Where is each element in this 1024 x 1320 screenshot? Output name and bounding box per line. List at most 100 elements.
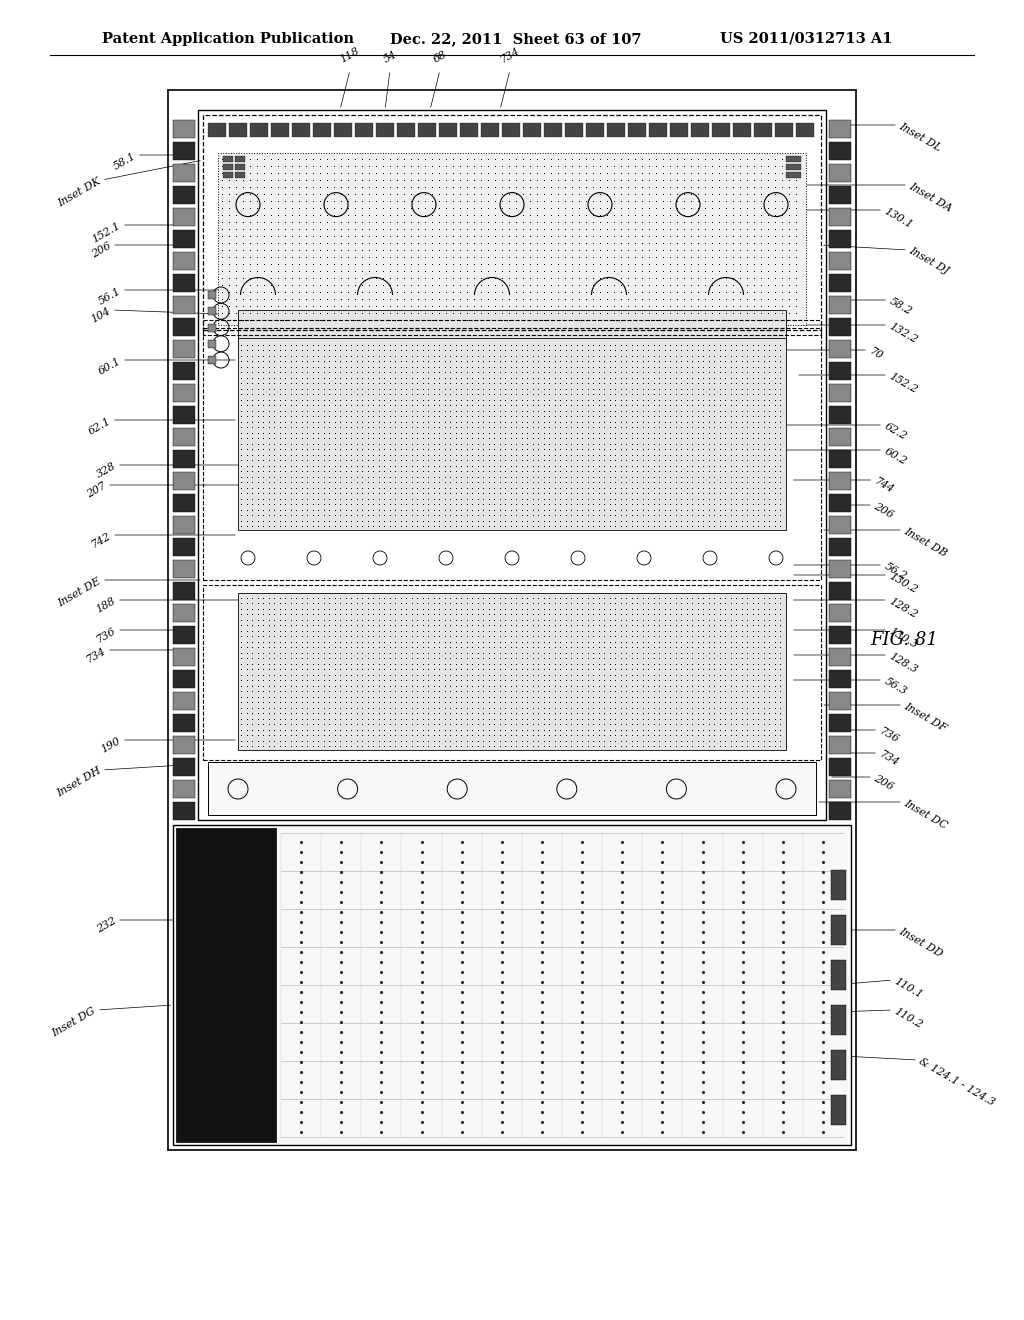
- Bar: [796, 123, 814, 137]
- Bar: [173, 516, 195, 535]
- Bar: [829, 384, 851, 403]
- Bar: [203, 115, 821, 330]
- Bar: [173, 648, 195, 667]
- Text: Dec. 22, 2011  Sheet 63 of 107: Dec. 22, 2011 Sheet 63 of 107: [390, 32, 641, 46]
- Text: 104: 104: [90, 306, 113, 325]
- Text: 734: 734: [499, 46, 521, 65]
- Bar: [208, 339, 216, 347]
- Bar: [565, 123, 583, 137]
- Bar: [203, 327, 821, 579]
- Bar: [173, 318, 195, 337]
- Bar: [173, 407, 195, 424]
- Bar: [218, 153, 806, 325]
- Bar: [173, 252, 195, 271]
- Bar: [829, 296, 851, 314]
- Bar: [829, 362, 851, 380]
- Bar: [173, 384, 195, 403]
- Text: 62.1: 62.1: [87, 416, 113, 437]
- Text: 56.3: 56.3: [883, 676, 908, 697]
- Text: Patent Application Publication: Patent Application Publication: [102, 32, 354, 46]
- Bar: [775, 123, 793, 137]
- Text: 68: 68: [431, 49, 449, 65]
- Text: Inset DC: Inset DC: [902, 797, 949, 830]
- Text: 70: 70: [867, 346, 885, 362]
- Bar: [523, 123, 541, 137]
- Bar: [829, 516, 851, 535]
- Bar: [831, 870, 846, 900]
- Text: 188: 188: [94, 595, 118, 615]
- Bar: [829, 275, 851, 292]
- Bar: [173, 758, 195, 776]
- Text: Inset DA: Inset DA: [907, 181, 953, 214]
- Text: Inset DJ: Inset DJ: [907, 246, 951, 276]
- Text: Inset DF: Inset DF: [902, 701, 948, 733]
- Text: 736: 736: [94, 626, 118, 644]
- Bar: [173, 362, 195, 380]
- Bar: [829, 473, 851, 490]
- Bar: [203, 585, 821, 760]
- Bar: [786, 156, 801, 162]
- Bar: [829, 143, 851, 160]
- Bar: [829, 252, 851, 271]
- Text: Inset DG: Inset DG: [50, 1006, 97, 1039]
- Bar: [238, 310, 786, 345]
- Bar: [829, 758, 851, 776]
- Bar: [223, 156, 233, 162]
- Text: 206: 206: [872, 772, 895, 792]
- Bar: [829, 164, 851, 182]
- Bar: [829, 407, 851, 424]
- Bar: [173, 803, 195, 820]
- Bar: [628, 123, 646, 137]
- Text: 152.2: 152.2: [888, 371, 920, 395]
- Bar: [173, 143, 195, 160]
- Text: 110.2: 110.2: [893, 1006, 925, 1030]
- Bar: [376, 123, 394, 137]
- Bar: [829, 671, 851, 688]
- Text: 190: 190: [99, 735, 123, 755]
- Bar: [313, 123, 331, 137]
- Bar: [173, 605, 195, 622]
- Text: 128.3: 128.3: [888, 651, 920, 675]
- Bar: [173, 428, 195, 446]
- Bar: [173, 539, 195, 556]
- Text: 130.2: 130.2: [888, 570, 920, 595]
- Bar: [238, 593, 786, 750]
- Bar: [670, 123, 688, 137]
- Bar: [173, 714, 195, 733]
- Bar: [208, 290, 216, 300]
- Text: 62.2: 62.2: [883, 421, 908, 441]
- Bar: [418, 123, 436, 137]
- Text: 232: 232: [94, 916, 118, 935]
- Bar: [173, 473, 195, 490]
- Bar: [439, 123, 457, 137]
- Bar: [831, 1005, 846, 1035]
- Text: 54: 54: [382, 49, 398, 65]
- Bar: [829, 560, 851, 578]
- Bar: [829, 626, 851, 644]
- Text: 56.2: 56.2: [883, 561, 908, 581]
- Bar: [223, 164, 233, 170]
- Bar: [733, 123, 751, 137]
- Bar: [544, 123, 562, 137]
- Bar: [829, 318, 851, 337]
- Bar: [173, 341, 195, 358]
- Bar: [234, 156, 245, 162]
- Bar: [607, 123, 625, 137]
- Bar: [173, 825, 851, 1144]
- Bar: [829, 450, 851, 469]
- Bar: [208, 762, 816, 814]
- Bar: [691, 123, 709, 137]
- Bar: [502, 123, 520, 137]
- Bar: [173, 275, 195, 292]
- Bar: [168, 90, 856, 1150]
- Bar: [829, 120, 851, 139]
- Text: 207: 207: [85, 480, 108, 500]
- Bar: [831, 960, 846, 990]
- Text: 130.3: 130.3: [888, 626, 920, 649]
- Bar: [173, 164, 195, 182]
- Bar: [831, 1096, 846, 1125]
- Bar: [831, 1049, 846, 1080]
- Bar: [173, 209, 195, 226]
- Text: Inset DB: Inset DB: [902, 525, 949, 558]
- Bar: [829, 582, 851, 601]
